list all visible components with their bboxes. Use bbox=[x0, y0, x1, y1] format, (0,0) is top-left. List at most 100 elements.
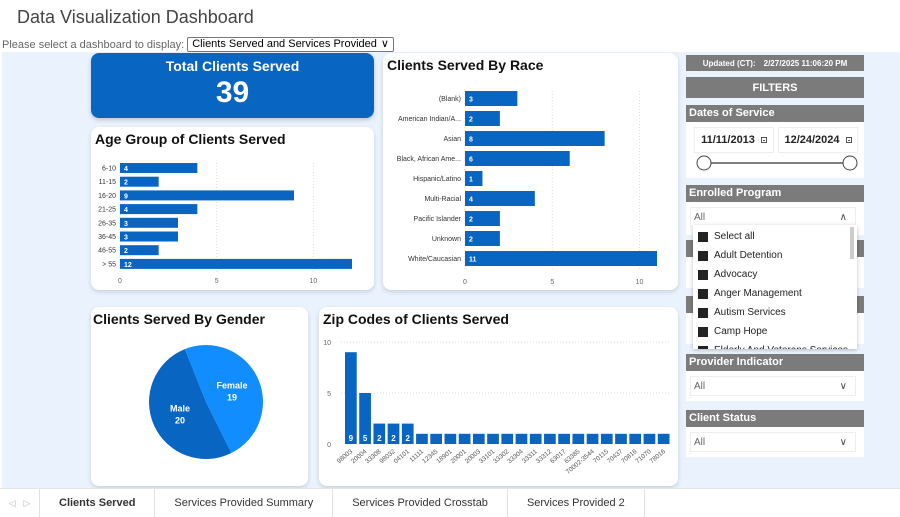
bar-value-label: 12 bbox=[124, 262, 132, 269]
end-date-value: 12/24/2024 bbox=[784, 134, 840, 146]
bar-value-label: 6 bbox=[469, 157, 473, 164]
category-label: 16-20 bbox=[98, 193, 116, 200]
checkbox-icon[interactable] bbox=[698, 326, 708, 337]
dates-slicer-header: Dates of Service bbox=[686, 105, 864, 122]
pie-label: Male bbox=[170, 404, 190, 414]
zip-chart: 0510998003520004233308298032204101111111… bbox=[323, 340, 671, 476]
program-option[interactable]: Advocacy bbox=[693, 265, 857, 284]
page-tab[interactable]: Services Provided 2 bbox=[508, 489, 645, 517]
x-tick-label: 5 bbox=[215, 278, 219, 285]
program-option-label: Select all bbox=[714, 231, 755, 242]
category-label: Asian bbox=[443, 136, 461, 143]
bar bbox=[487, 433, 499, 444]
bar bbox=[120, 231, 178, 242]
checkbox-icon[interactable] bbox=[698, 269, 708, 280]
bar bbox=[600, 433, 613, 444]
bar bbox=[657, 433, 670, 444]
calendar-icon[interactable] bbox=[760, 137, 767, 143]
enrolled-program-dropdown[interactable]: All ∧ bbox=[690, 207, 856, 227]
race-chart: 0 5 10 (Blank) 3 American Indian/A... 2 Asian 8 B… bbox=[397, 91, 657, 286]
program-option-label: Advocacy bbox=[714, 269, 758, 280]
page-tab[interactable]: Services Provided Summary bbox=[155, 489, 334, 517]
bar bbox=[120, 245, 159, 256]
bar-value-label: 4 bbox=[124, 207, 128, 214]
page-tab[interactable]: Services Provided Crosstab bbox=[333, 489, 508, 517]
bar bbox=[458, 433, 471, 444]
gender-pie-chart: Female 19 Male 20 bbox=[149, 345, 263, 459]
popup-scrollbar[interactable] bbox=[850, 227, 854, 259]
age-chart: 0 5 10 6-10 4 11-15 2 16-20 9 21-25 4 26-35 3 36-45 3 4… bbox=[98, 163, 352, 285]
kpi-card-total-clients: Total Clients Served 39 bbox=[91, 53, 374, 118]
bar-value-label: 2 bbox=[469, 117, 473, 124]
bar bbox=[444, 433, 457, 444]
bar bbox=[572, 433, 585, 444]
bar-value-label: 5 bbox=[363, 434, 368, 443]
calendar-icon[interactable] bbox=[845, 137, 852, 143]
race-chart-title: Clients Served By Race bbox=[387, 57, 544, 73]
date-range-slider[interactable] bbox=[686, 153, 864, 173]
filters-title: FILTERS bbox=[686, 77, 864, 98]
checkbox-icon[interactable] bbox=[698, 288, 708, 299]
bar bbox=[359, 393, 371, 444]
category-label: American Indian/A... bbox=[398, 116, 461, 123]
bar bbox=[465, 151, 570, 166]
slider-end-handle[interactable] bbox=[842, 155, 858, 171]
checkbox-icon[interactable] bbox=[698, 307, 708, 318]
checkbox-icon[interactable] bbox=[698, 345, 708, 349]
program-option[interactable]: Autism Services bbox=[693, 303, 857, 322]
pie-value-label: 19 bbox=[227, 392, 237, 402]
next-page-icon[interactable]: ▷ bbox=[23, 497, 31, 508]
bar bbox=[643, 433, 656, 444]
start-date-input[interactable]: 11/11/2013 bbox=[694, 127, 774, 153]
pie-slice bbox=[184, 345, 263, 454]
bar bbox=[465, 131, 605, 146]
program-option-label: Camp Hope bbox=[714, 326, 768, 337]
bar bbox=[120, 190, 294, 201]
client-status-dropdown[interactable]: All ∨ bbox=[690, 432, 856, 452]
bar bbox=[465, 231, 500, 246]
bar bbox=[387, 423, 400, 444]
x-tick-label: 10 bbox=[309, 278, 317, 285]
bar bbox=[629, 433, 642, 444]
chevron-down-icon: ∨ bbox=[380, 38, 389, 50]
program-option[interactable]: Camp Hope bbox=[693, 322, 857, 341]
x-tick-label: 10 bbox=[636, 279, 644, 286]
prev-page-icon[interactable]: ◁ bbox=[8, 497, 16, 508]
category-label: Black, African Ame... bbox=[397, 156, 461, 163]
pie-slice bbox=[149, 349, 232, 459]
pie-value-label: 20 bbox=[175, 416, 185, 426]
chevron-up-icon: ∧ bbox=[839, 211, 847, 223]
checkbox-icon[interactable] bbox=[698, 231, 708, 242]
bar-value-label: 2 bbox=[406, 434, 411, 443]
x-tick-label: 78016 bbox=[649, 448, 668, 465]
x-tick-label: 33304 bbox=[506, 448, 525, 465]
category-label: 26-35 bbox=[98, 220, 116, 227]
bar-value-label: 2 bbox=[377, 434, 382, 443]
program-option[interactable]: Select all bbox=[693, 227, 857, 246]
bar bbox=[465, 171, 483, 186]
program-option[interactable]: Anger Management bbox=[693, 284, 857, 303]
updated-value: 2/27/2025 11:06:20 PM bbox=[763, 58, 848, 68]
updated-label: Updated (CT): bbox=[702, 58, 756, 68]
page-tab[interactable]: Clients Served bbox=[40, 489, 156, 517]
age-chart-card: Age Group of Clients Served 0 5 10 6-10 4 11-… bbox=[91, 127, 374, 290]
provider-indicator-dropdown[interactable]: All ∨ bbox=[690, 376, 856, 396]
x-tick-label: 0 bbox=[463, 279, 467, 286]
category-label: (Blank) bbox=[439, 96, 461, 103]
bar bbox=[529, 433, 542, 444]
bar bbox=[472, 433, 485, 444]
program-option[interactable]: Adult Detention bbox=[693, 246, 857, 265]
chevron-down-icon: ∨ bbox=[839, 436, 847, 448]
checkbox-icon[interactable] bbox=[698, 250, 708, 261]
dashboard-select[interactable]: Clients Served and Services Provided ∨ bbox=[187, 37, 394, 52]
program-option[interactable]: Elderly And Veterans Services bbox=[693, 341, 857, 349]
gender-chart-card: Clients Served By Gender Female 19 Male 20 bbox=[91, 307, 308, 486]
provider-indicator-slicer: Provider Indicator All ∨ bbox=[686, 354, 864, 401]
bar-value-label: 4 bbox=[469, 197, 473, 204]
client-status-header: Client Status bbox=[686, 410, 864, 427]
bar-value-label: 9 bbox=[124, 193, 128, 200]
end-date-input[interactable]: 12/24/2024 bbox=[778, 127, 858, 153]
bar-value-label: 2 bbox=[124, 248, 128, 255]
bar-value-label: 3 bbox=[124, 235, 128, 242]
slider-start-handle[interactable] bbox=[696, 155, 712, 171]
